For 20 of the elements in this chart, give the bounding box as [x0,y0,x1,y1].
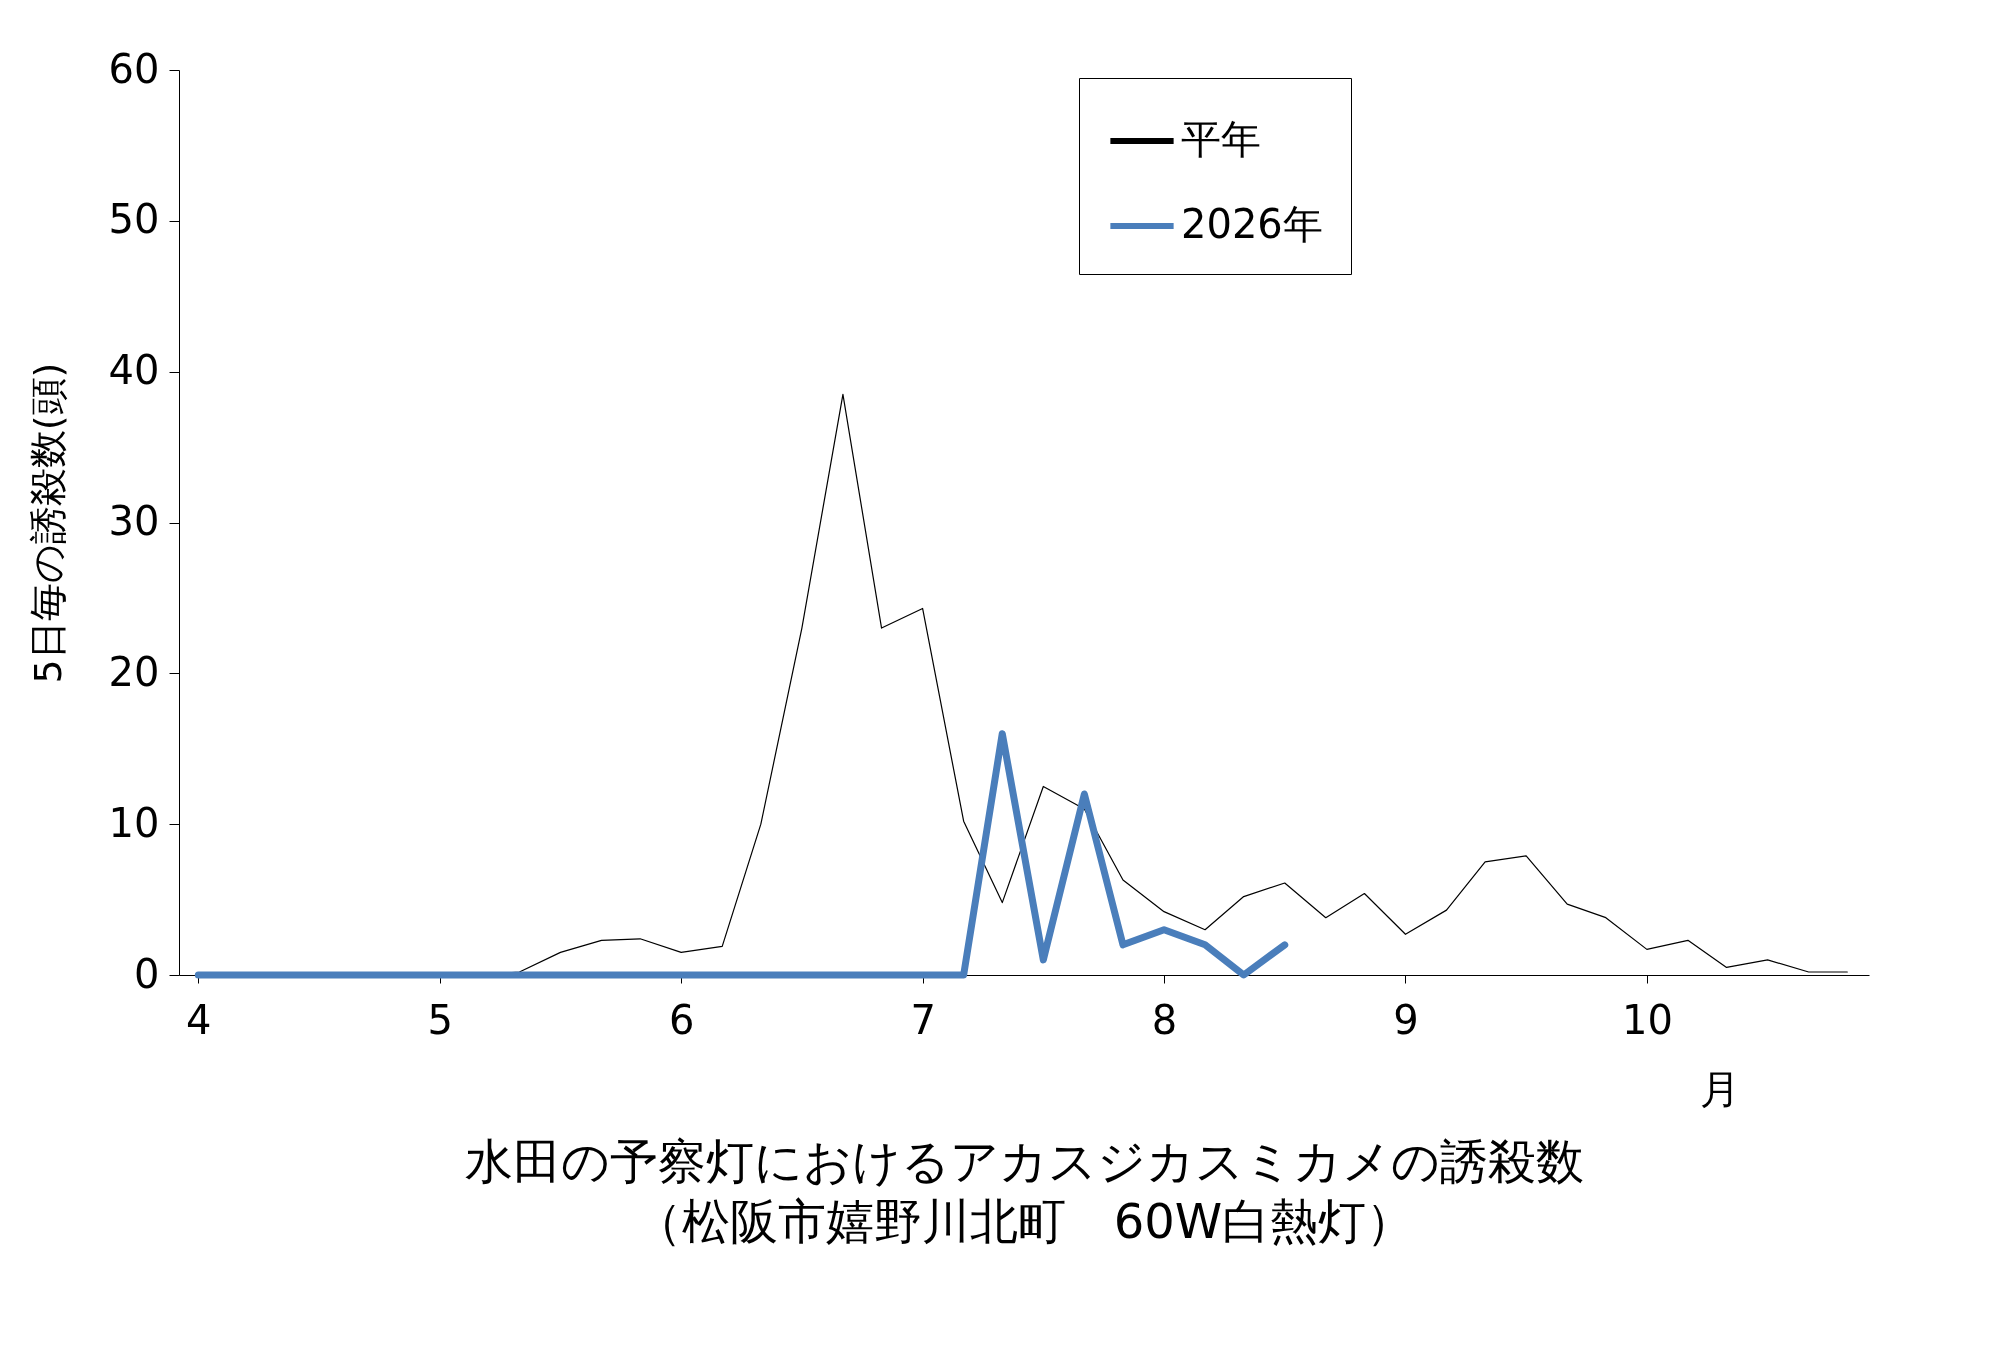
y-tick-label: 40 [108,347,160,394]
x-axis-title: 月 [1699,1065,1740,1112]
y-tick-label: 60 [108,45,160,92]
text: 水田の予察灯におけるアカスジカスミカメの誘殺数 [464,1133,1584,1189]
legend-label: 2026年 [1181,201,1323,247]
x-tick-label: 10 [1621,996,1673,1043]
text: （松阪市嬉野川北町 60W白熱灯） [633,1193,1415,1249]
y-tick-label: 10 [108,799,160,846]
y-tick-label: 50 [108,196,160,243]
x-tick-label: 4 [186,996,212,1043]
x-tick-label: 5 [427,996,453,1043]
x-tick-label: 7 [910,996,936,1043]
y-tick-label: 30 [108,498,160,544]
y-tick-label: 20 [108,648,160,695]
y-tick-label: 0 [134,950,160,997]
x-tick-label: 8 [1151,996,1178,1043]
y-axis-title: 5日毎の誘殺数(頭) [25,362,70,684]
x-tick-label: 9 [1393,996,1419,1043]
legend-label: 平年 [1181,116,1261,162]
x-tick-label: 6 [668,996,695,1043]
